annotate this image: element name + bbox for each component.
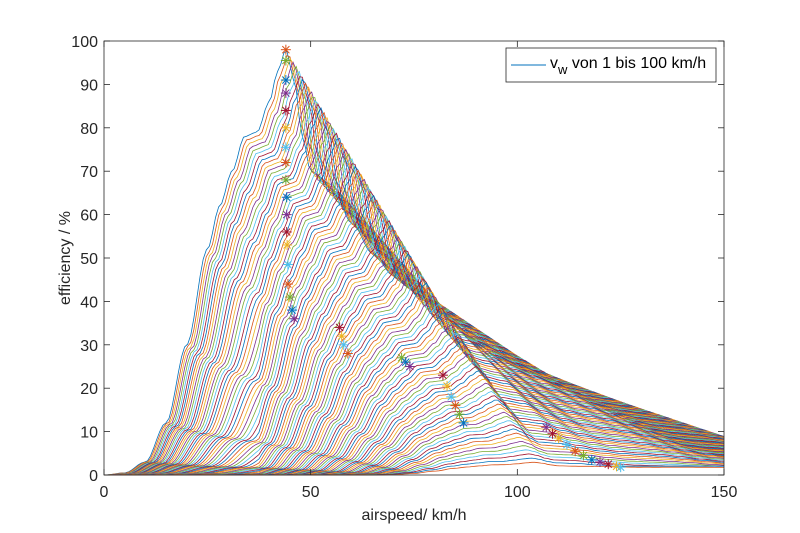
maximum-markers [280, 44, 626, 473]
max-star-marker [336, 331, 347, 342]
legend: vw von 1 bis 100 km/h [505, 47, 717, 83]
max-star-marker [281, 209, 292, 220]
max-star-marker [404, 361, 415, 372]
max-star-marker [586, 454, 597, 465]
y-axis-label: efficiency / % [57, 211, 74, 305]
efficiency-curve [104, 225, 725, 476]
max-star-marker [458, 417, 469, 428]
legend-label-rest: von 1 bis 100 km/h [567, 55, 706, 72]
max-star-marker [553, 433, 564, 444]
x-axis-label: airspeed/ km/h [362, 507, 467, 524]
max-star-marker [280, 75, 291, 86]
y-tick-label: 60 [80, 208, 98, 225]
max-star-marker [281, 226, 292, 237]
max-star-marker [603, 459, 614, 470]
max-star-marker [280, 88, 291, 99]
y-tick-label: 90 [80, 77, 98, 94]
max-star-marker [280, 44, 291, 55]
max-star-marker [282, 279, 293, 290]
max-star-marker [285, 292, 295, 303]
efficiency-curve [104, 190, 725, 476]
max-star-marker [561, 439, 572, 450]
y-tick-label: 10 [80, 425, 98, 442]
x-axis-ticks: 0 50 100 150 [100, 41, 738, 501]
max-star-marker [338, 339, 349, 350]
efficiency-curve [104, 204, 725, 476]
max-star-marker [578, 450, 589, 461]
max-star-marker [280, 157, 291, 168]
max-star-marker [334, 322, 345, 333]
max-star-marker [287, 305, 298, 316]
y-tick-label: 100 [71, 34, 98, 51]
max-star-marker [442, 381, 453, 392]
y-tick-label: 20 [80, 381, 98, 398]
max-star-marker [280, 105, 291, 116]
max-star-marker [280, 142, 291, 153]
max-star-marker [280, 174, 291, 185]
max-star-marker [615, 462, 626, 473]
y-tick-label: 70 [80, 164, 98, 181]
max-star-marker [547, 428, 558, 439]
max-star-marker [454, 409, 465, 420]
y-tick-label: 40 [80, 294, 98, 311]
x-tick-label: 50 [302, 484, 320, 501]
x-tick-label: 0 [100, 484, 109, 501]
max-star-marker [280, 122, 291, 133]
max-star-marker [282, 239, 293, 250]
y-tick-label: 50 [80, 251, 98, 268]
legend-label-subscript: w [557, 62, 568, 77]
efficiency-curves [103, 50, 725, 476]
max-star-marker [446, 391, 457, 402]
max-star-marker [541, 422, 552, 433]
max-star-marker [289, 313, 300, 324]
legend-label-main: v [550, 55, 558, 72]
x-tick-label: 150 [711, 484, 738, 501]
y-tick-label: 0 [89, 468, 98, 485]
x-tick-label: 100 [504, 484, 531, 501]
legend-label: vw von 1 bis 100 km/h [550, 55, 706, 77]
max-star-marker [450, 400, 461, 411]
max-star-marker [342, 348, 353, 359]
max-star-marker [280, 55, 291, 66]
y-axis-ticks: 0 10 20 30 40 50 60 70 80 90 100 [71, 34, 724, 485]
max-star-marker [437, 370, 448, 381]
max-star-marker [282, 259, 293, 270]
max-star-marker [595, 456, 605, 467]
max-star-marker [281, 192, 292, 203]
max-star-marker [570, 446, 581, 457]
y-tick-label: 80 [80, 121, 98, 138]
y-tick-label: 30 [80, 338, 98, 355]
